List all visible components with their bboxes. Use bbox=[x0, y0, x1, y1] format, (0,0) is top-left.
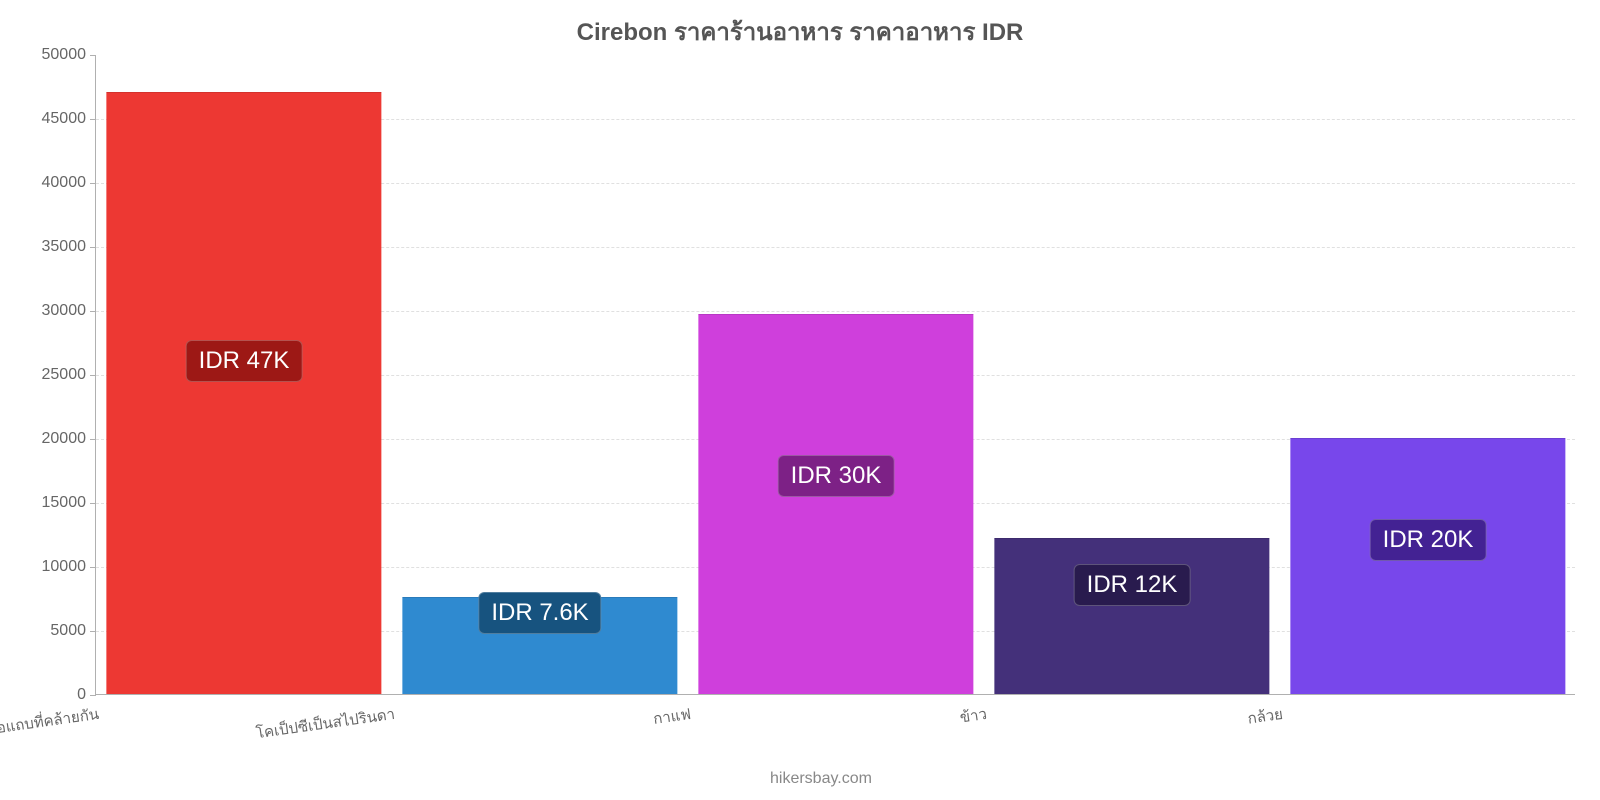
xtick-label: ข้าว bbox=[957, 694, 988, 729]
value-badge: IDR 20K bbox=[1370, 519, 1487, 561]
ytick-label: 30000 bbox=[42, 302, 97, 320]
bar-group: โคเป็ปซีเป็นสไปรินดาIDR 7.6K bbox=[392, 54, 688, 694]
bar-group: กาแฟIDR 30K bbox=[688, 54, 984, 694]
footer-credit: hikersbay.com bbox=[770, 770, 872, 788]
value-badge: IDR 7.6K bbox=[478, 592, 601, 634]
ytick-label: 45000 bbox=[42, 110, 97, 128]
ytick-label: 40000 bbox=[42, 174, 97, 192]
value-badge: IDR 47K bbox=[186, 340, 303, 382]
bar-group: เบอร์เกอร์ Mac กษัตริย์หรือแถบที่คล้ายกั… bbox=[96, 54, 392, 694]
bar bbox=[1290, 438, 1565, 694]
ytick-label: 5000 bbox=[50, 622, 96, 640]
bar bbox=[698, 314, 973, 694]
bar bbox=[106, 92, 381, 694]
xtick-label: กล้วย bbox=[1245, 694, 1285, 731]
value-badge: IDR 12K bbox=[1074, 564, 1191, 606]
ytick-label: 10000 bbox=[42, 558, 97, 576]
ytick-label: 25000 bbox=[42, 366, 97, 384]
xtick-label: เบอร์เกอร์ Mac กษัตริย์หรือแถบที่คล้ายกั… bbox=[0, 694, 100, 763]
chart-title: Cirebon ราคาร้านอาหาร ราคาอาหาร IDR bbox=[0, 12, 1600, 51]
ytick-label: 50000 bbox=[42, 46, 97, 64]
ytick-label: 35000 bbox=[42, 238, 97, 256]
bar-group: ข้าวIDR 12K bbox=[984, 54, 1280, 694]
bar bbox=[994, 538, 1269, 694]
ytick-label: 20000 bbox=[42, 430, 97, 448]
bar-group: กล้วยIDR 20K bbox=[1280, 54, 1576, 694]
xtick-label: กาแฟ bbox=[651, 694, 693, 731]
xtick-label: โคเป็ปซีเป็นสไปรินดา bbox=[253, 694, 396, 745]
value-badge: IDR 30K bbox=[778, 455, 895, 497]
ytick-label: 15000 bbox=[42, 494, 97, 512]
plot-area: 0500010000150002000025000300003500040000… bbox=[95, 55, 1575, 695]
chart-container: Cirebon ราคาร้านอาหาร ราคาอาหาร IDR 0500… bbox=[0, 0, 1600, 800]
